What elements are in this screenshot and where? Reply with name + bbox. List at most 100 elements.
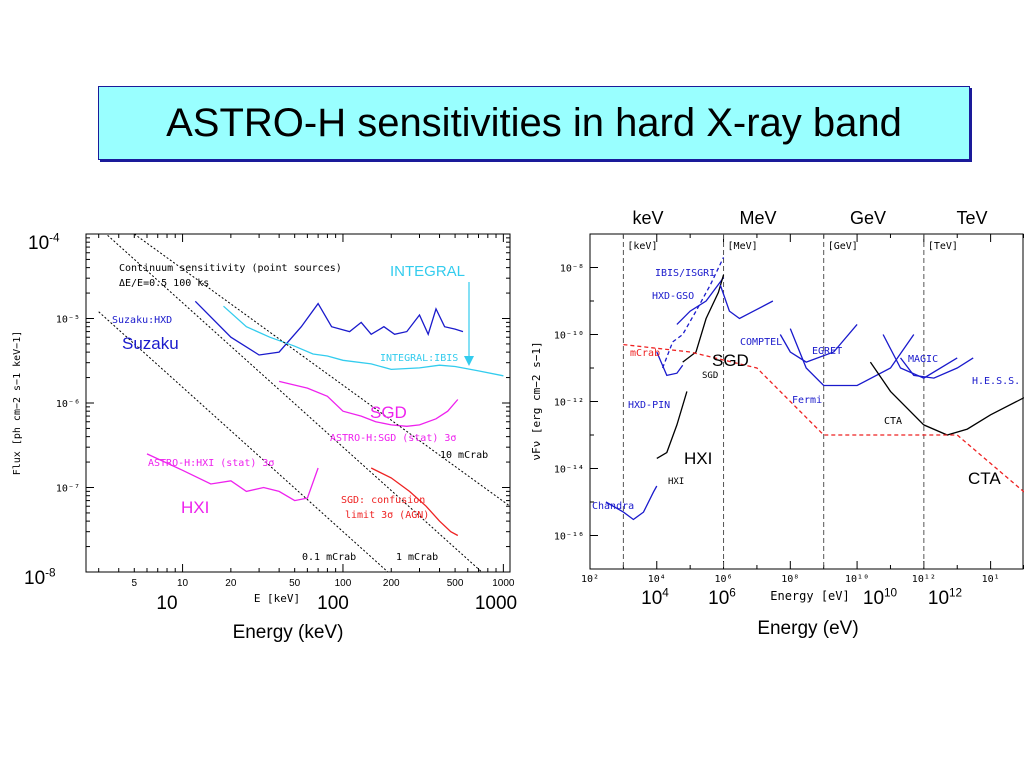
left-label-integral-ibis: INTEGRAL:IBIS [380, 353, 458, 364]
right-series-line [779, 323, 858, 363]
left-outer-y-bottom: 10-8 [24, 566, 56, 589]
left-x-tick-label: 100 [335, 578, 352, 589]
left-label-hxi: HXI [181, 498, 209, 517]
right-x-tick-label: 10⁴ [648, 574, 666, 585]
right-chart [589, 233, 1024, 570]
left-x-tick-label: 20 [225, 578, 237, 589]
right-y-tick-label: 10⁻¹⁶ [554, 532, 584, 543]
left-series-line [278, 380, 459, 427]
right-label-cta-small: CTA [884, 416, 902, 427]
left-header-line: ΔE/E=0.5 100 ks [119, 278, 209, 289]
right-band-label: TeV [956, 208, 987, 228]
left-y-tick-label: 10⁻⁶ [56, 399, 80, 410]
left-label-10mcrab: 10 mCrab [440, 450, 488, 461]
left-x-axis-label: E [keV] [254, 592, 300, 605]
right-series-line [623, 343, 1024, 493]
right-y-tick-label: 10⁻¹⁴ [554, 465, 584, 476]
right-label-hxi: HXI [684, 449, 712, 468]
right-label-mcrab: mCrab [630, 348, 660, 359]
right-band-label: MeV [739, 208, 776, 228]
left-y-axis-label: Flux [ph cm−2 s−1 keV−1] [12, 331, 23, 476]
left-chart [85, 233, 511, 573]
right-y-tick-label: 10⁻¹⁰ [554, 331, 584, 342]
right-x-tick-label: 10¹ [982, 574, 1000, 585]
left-integral-arrowhead [464, 356, 474, 366]
left-x-tick-label: 10 [177, 578, 189, 589]
left-label-sgd-confusion: SGD: confusion [341, 495, 425, 506]
right-label-magic: MAGIC [908, 354, 938, 365]
left-label-01mcrab: 0.1 mCrab [302, 552, 356, 563]
left-series-line [134, 234, 510, 507]
left-label-sgd: SGD [370, 403, 407, 422]
right-label-sgd-small: SGD [702, 371, 718, 381]
left-series-line [146, 453, 319, 502]
right-y-axis-label: νFν [erg cm−2 s−1] [530, 341, 543, 460]
right-label-hxd-pin: HXD-PIN [628, 400, 670, 411]
right-x-tick-label: 10⁸ [781, 574, 799, 585]
right-y-tick-label: 10⁻⁸ [560, 264, 584, 275]
left-label-suzaku-hxd: Suzaku:HXD [112, 315, 172, 326]
right-label-fermi: Fermi [792, 395, 822, 406]
right-label-ibis: IBIS/ISGRI [655, 268, 715, 279]
right-label-cta: CTA [968, 469, 1001, 488]
right-outer-x-label: 1010 [863, 586, 898, 609]
right-label-sgd: SGD [712, 351, 749, 370]
left-x-tick-label: 5 [132, 578, 138, 589]
right-band-tag: [TeV] [928, 241, 958, 252]
title-box: ASTRO-H sensitivities in hard X-ray band [98, 86, 970, 160]
right-series-line [899, 357, 974, 379]
left-label-hxi-stat: ASTRO-H:HXI (stat) 3σ [148, 458, 274, 469]
left-outer-x-label: 1000 [475, 593, 517, 614]
left-outer-x-label: 100 [317, 593, 349, 614]
right-label-comptel: COMPTEL [740, 337, 782, 348]
left-y-tick-label: 10⁻⁷ [56, 484, 80, 495]
right-x-tick-label: 10¹² [912, 574, 936, 585]
right-x-tick-label: 10¹⁰ [845, 574, 869, 585]
left-label-suzaku: Suzaku [122, 334, 179, 353]
right-band-label: GeV [850, 208, 886, 228]
left-x-tick-label: 50 [289, 578, 301, 589]
left-label-1mcrab: 1 mCrab [396, 552, 438, 563]
left-series-line [194, 300, 464, 356]
right-series-line [719, 284, 774, 320]
right-band-label: keV [632, 208, 663, 228]
page-title: ASTRO-H sensitivities in hard X-ray band [166, 100, 902, 145]
right-label-hxi-small: HXI [668, 477, 684, 487]
right-label-chandra: Chandra [592, 501, 634, 512]
right-label-egret: EGRET [812, 346, 842, 357]
right-band-tag: [keV] [627, 241, 657, 252]
left-header-line: Continuum sensitivity (point sources) [119, 263, 342, 274]
left-label-sgd-stat: ASTRO-H:SGD (stat) 3σ [330, 433, 456, 444]
right-series-line [789, 328, 915, 387]
right-x-axis-label: Energy [eV] [770, 589, 849, 603]
right-band-tag: [GeV] [828, 241, 858, 252]
right-series-line [661, 257, 725, 369]
right-series-line [605, 485, 658, 521]
left-series-line [98, 311, 389, 572]
left-label-integral: INTEGRAL [390, 263, 465, 280]
right-label-hess: H.E.S.S. [972, 376, 1020, 387]
right-outer-x-label: 1012 [928, 586, 962, 609]
right-label-hxd-gso: HXD-GSO [652, 291, 694, 302]
right-series-line [656, 391, 688, 459]
left-outer-y-top: 10-4 [28, 231, 60, 254]
right-band-tag: [MeV] [728, 241, 758, 252]
right-x-tick-label: 10² [581, 574, 599, 585]
left-x-tick-label: 200 [383, 578, 400, 589]
left-x-tick-label: 500 [447, 578, 464, 589]
right-x-tick-label: 10⁶ [715, 574, 733, 585]
right-series-line [676, 277, 725, 325]
right-outer-x-label: 104 [641, 586, 669, 609]
right-outer-x-label: 106 [708, 586, 736, 609]
left-outer-x-title: Energy (keV) [233, 622, 344, 643]
left-y-tick-label: 10⁻⁵ [56, 315, 80, 326]
left-label-sgd-confusion-2: limit 3σ (AGN) [345, 510, 429, 521]
right-series-line [656, 351, 684, 377]
left-series-line [370, 467, 459, 537]
right-y-tick-label: 10⁻¹² [554, 398, 584, 409]
right-outer-x-title: Energy (eV) [757, 618, 858, 639]
right-series-line [682, 274, 725, 363]
left-x-tick-label: 1000 [492, 578, 515, 589]
left-series-line [105, 234, 483, 572]
